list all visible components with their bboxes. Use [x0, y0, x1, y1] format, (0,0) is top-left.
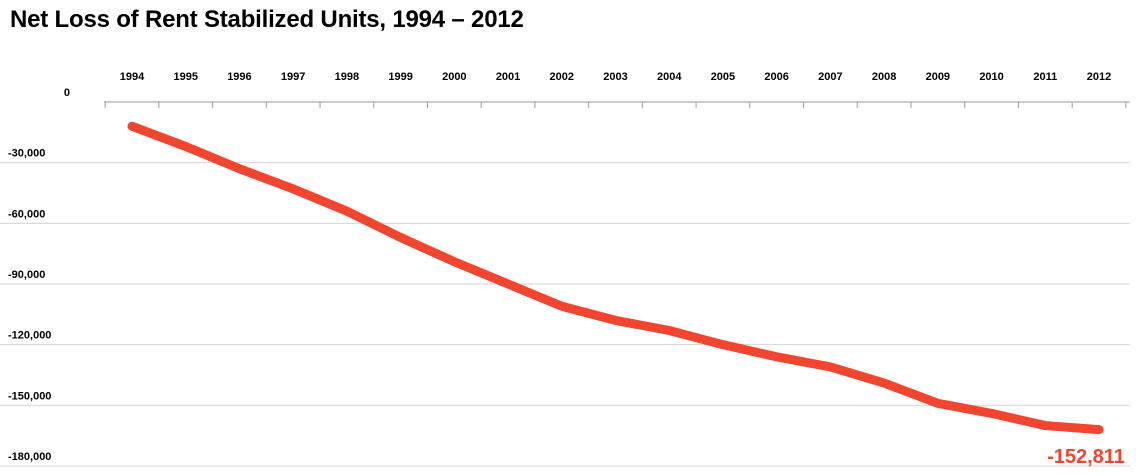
- x-tick-label: 2008: [872, 71, 896, 83]
- y-tick-label: -30,000: [8, 148, 45, 160]
- x-tick-label: 1996: [227, 71, 251, 83]
- y-tick-label: -90,000: [8, 269, 45, 281]
- x-tick-label: 2004: [657, 71, 682, 83]
- x-tick-label: 2003: [603, 71, 627, 83]
- y-tick-label: -150,000: [8, 390, 51, 402]
- y-tick-label: -180,000: [8, 451, 51, 463]
- y-tick-label: 0: [64, 87, 70, 99]
- x-tick-label: 1995: [173, 71, 197, 83]
- y-tick-label: -120,000: [8, 330, 51, 342]
- x-tick-label: 2010: [979, 71, 1003, 83]
- x-tick-label: 2006: [764, 71, 788, 83]
- end-value-label: -152,811: [1047, 446, 1125, 468]
- x-tick-label: 2005: [711, 71, 735, 83]
- chart-title: Net Loss of Rent Stabilized Units, 1994 …: [10, 6, 524, 33]
- x-tick-label: 2012: [1087, 71, 1111, 83]
- x-tick-label: 2001: [496, 71, 520, 83]
- x-tick-label: 2011: [1033, 71, 1057, 83]
- x-tick-label: 2000: [442, 71, 466, 83]
- x-tick-label: 2007: [818, 71, 842, 83]
- x-tick-label: 2002: [550, 71, 574, 83]
- x-tick-label: 1997: [281, 71, 305, 83]
- x-tick-label: 1999: [388, 71, 412, 83]
- y-tick-label: -60,000: [8, 208, 45, 220]
- x-tick-label: 1994: [120, 71, 145, 83]
- x-tick-label: 2009: [926, 71, 950, 83]
- x-tick-label: 1998: [335, 71, 359, 83]
- data-series-line: [127, 121, 1104, 435]
